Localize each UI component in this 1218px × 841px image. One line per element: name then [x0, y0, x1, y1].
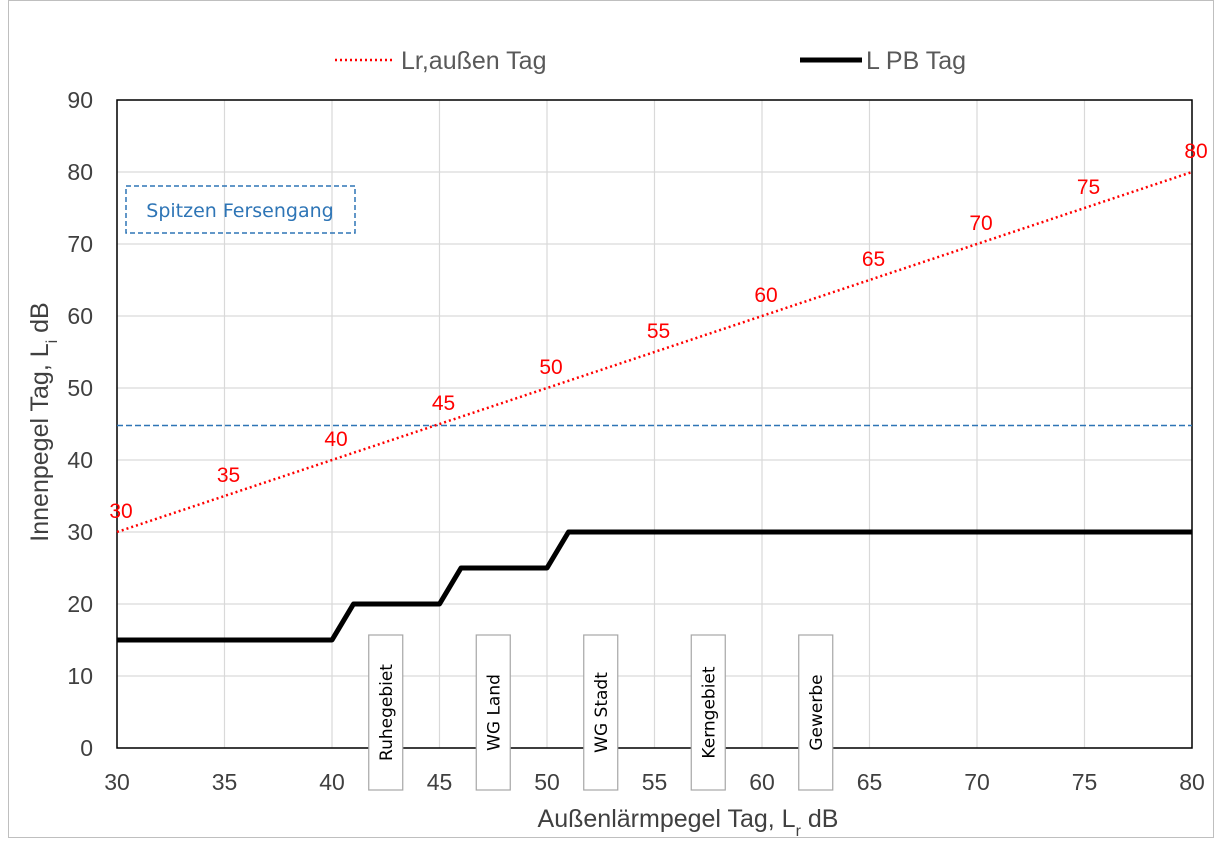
annotation-box: Spitzen Fersengang	[125, 185, 356, 234]
x-tick-35: 35	[212, 769, 238, 795]
x-axis-title-main: Außenlärmpegel Tag, L	[538, 805, 796, 833]
point-label-80: 80	[1184, 140, 1207, 163]
y-axis-title-sub: i	[44, 340, 61, 344]
x-tick-80: 80	[1179, 769, 1205, 795]
x-axis-title-unit: dB	[801, 805, 839, 833]
y-tick-80: 80	[67, 159, 93, 185]
y-tick-30: 30	[67, 519, 93, 545]
point-label-30: 30	[109, 500, 132, 523]
point-label-55: 55	[647, 320, 670, 343]
series-line-0	[116, 170, 1193, 534]
y-tick-20: 20	[67, 591, 93, 617]
y-tick-60: 60	[67, 303, 93, 329]
series-line-1	[117, 529, 1192, 643]
point-label-45: 45	[432, 392, 455, 415]
y-tick-70: 70	[67, 231, 93, 257]
x-tick-30: 30	[104, 769, 130, 795]
zone-label-2: WG Stadt	[592, 672, 612, 753]
x-tick-65: 65	[857, 769, 883, 795]
y-axis-title-main: Innenpegel Tag, L	[26, 343, 54, 541]
zone-box-4	[798, 634, 834, 791]
zone-labels: Ruhegebiet WG Land WG Stadt Kerngebiet Gewer…	[368, 634, 834, 791]
x-tick-60: 60	[749, 769, 775, 795]
x-tick-45: 45	[427, 769, 453, 795]
x-axis-title-sub: r	[796, 823, 802, 840]
grid	[116, 99, 1193, 749]
legend-label-lpb: L PB Tag	[866, 47, 966, 75]
y-tick-0: 0	[80, 735, 93, 761]
x-axis-title: Außenlärmpegel Tag, Lr dB	[538, 805, 839, 840]
x-tick-55: 55	[642, 769, 668, 795]
point-label-60: 60	[754, 284, 777, 307]
point-labels: 30 35 40 45 50 55 60 65 70 75 80	[109, 140, 1207, 523]
plot-area-border	[116, 99, 1193, 749]
zone-box-1	[475, 634, 511, 791]
y-axis-title-unit: dB	[26, 302, 54, 340]
annotation-text: Spitzen Fersengang	[146, 200, 333, 222]
x-tick-40: 40	[319, 769, 345, 795]
tick-labels: 30 35 40 45 50 55 60 65 70 75 80 0 10 20 30 40 50 60 70 80 9…	[67, 87, 1204, 795]
legend-label-lr-aussen: Lr,außen Tag	[401, 47, 546, 75]
zone-label-1: WG Land	[484, 674, 504, 751]
point-label-75: 75	[1077, 176, 1100, 199]
point-label-35: 35	[217, 464, 240, 487]
y-axis-title: Innenpegel Tag, Li dB	[26, 302, 61, 541]
zone-box-0	[368, 634, 404, 791]
point-label-50: 50	[539, 356, 562, 379]
x-tick-70: 70	[964, 769, 990, 795]
y-tick-50: 50	[67, 375, 93, 401]
zone-label-4: Gewerbe	[807, 674, 827, 750]
zone-box-2	[583, 634, 619, 791]
point-label-65: 65	[862, 248, 885, 271]
zone-label-3: Kerngebiet	[699, 666, 719, 758]
point-label-70: 70	[969, 212, 992, 235]
zone-label-0: Ruhegebiet	[377, 664, 397, 761]
y-tick-10: 10	[67, 663, 93, 689]
legend: Lr,außen Tag L PB Tag	[335, 47, 966, 75]
series-layer	[116, 170, 1193, 643]
y-tick-90: 90	[67, 87, 93, 113]
point-label-40: 40	[324, 428, 347, 451]
y-tick-40: 40	[67, 447, 93, 473]
x-tick-50: 50	[534, 769, 560, 795]
x-tick-75: 75	[1072, 769, 1098, 795]
zone-box-3	[690, 634, 726, 791]
